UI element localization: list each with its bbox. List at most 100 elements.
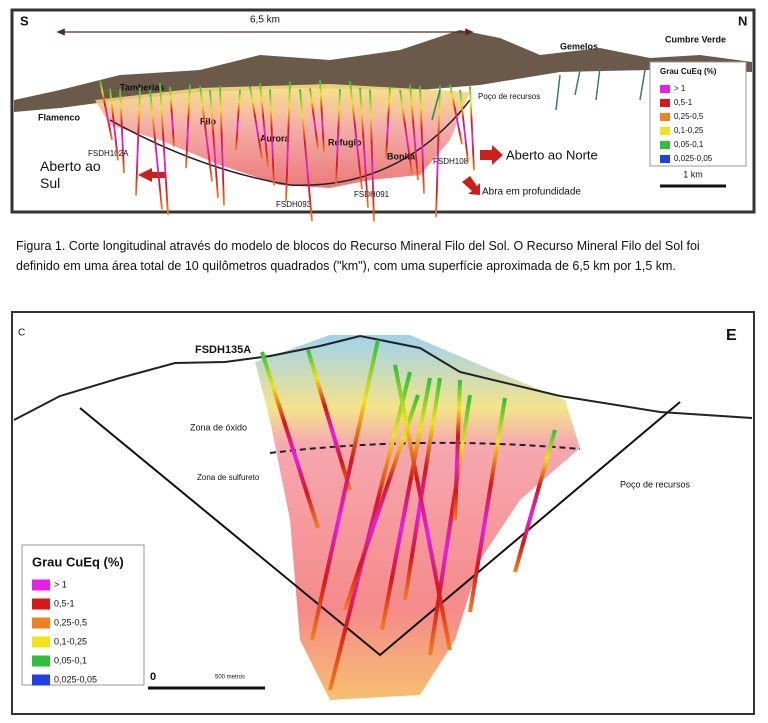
drill-hole bbox=[399, 89, 413, 175]
drill-hole bbox=[269, 89, 275, 186]
drill-hole bbox=[574, 69, 581, 96]
drill-hole bbox=[299, 89, 313, 222]
label: Bonita bbox=[387, 151, 416, 161]
label: 500 metros bbox=[215, 675, 245, 681]
pit-outline bbox=[79, 401, 681, 657]
legend-label: 0,05-0,1 bbox=[54, 655, 87, 665]
drill-hole bbox=[639, 69, 646, 101]
arrow-north bbox=[480, 145, 503, 165]
legend-swatch bbox=[660, 113, 670, 121]
label: 6,5 km bbox=[250, 15, 280, 26]
label: FSDH102A bbox=[88, 149, 129, 158]
drill-hole bbox=[219, 85, 225, 206]
label: Poço de recursos bbox=[478, 92, 540, 101]
figure-1: S N 6,5 km Gemelos Cumbre Verde Tamberia… bbox=[10, 8, 756, 222]
drill-hole bbox=[369, 89, 375, 222]
drill-hole bbox=[409, 83, 419, 181]
drill-hole bbox=[359, 87, 369, 208]
figure-2: C E FSDH135A Zona de óxido Zona de sulfu… bbox=[11, 311, 755, 715]
legend-title: Grau CuEq (%) bbox=[660, 67, 717, 76]
legend-label: 0,1-0,25 bbox=[674, 126, 704, 135]
drill-hole bbox=[159, 82, 169, 215]
legend-swatch bbox=[32, 674, 50, 686]
legend-label: 0,25-0,5 bbox=[54, 617, 87, 627]
legend-swatch bbox=[660, 141, 670, 149]
legend-swatch bbox=[660, 85, 670, 93]
label: Gemelos bbox=[560, 41, 598, 51]
arrow-south bbox=[138, 168, 165, 182]
legend-label: 0,1-0,25 bbox=[54, 636, 87, 646]
label: FSDH091 bbox=[354, 190, 390, 199]
pit-outline bbox=[109, 99, 471, 186]
legend-label: 0,5-1 bbox=[54, 598, 75, 608]
label: Aberto ao Norte bbox=[506, 147, 598, 162]
drill-hole bbox=[393, 364, 452, 651]
drill-hole bbox=[109, 88, 119, 161]
drill-hole bbox=[459, 89, 469, 163]
drill-hole bbox=[169, 86, 175, 147]
drill-hole bbox=[428, 394, 472, 656]
drill-hole bbox=[453, 379, 462, 521]
drill-hole bbox=[119, 89, 125, 174]
drill-hole bbox=[449, 84, 463, 145]
drill-hole bbox=[468, 397, 507, 613]
legend-label: > 1 bbox=[674, 84, 686, 93]
drill-hole bbox=[513, 429, 557, 573]
legend-label: 0,025-0,05 bbox=[54, 674, 97, 684]
legend-title: Grau CuEq (%) bbox=[32, 554, 124, 569]
drill-hole bbox=[380, 377, 432, 631]
label: Abra em profundidade bbox=[482, 187, 581, 198]
legend-swatch bbox=[660, 127, 670, 135]
label: Aberto ao Sul bbox=[40, 158, 101, 191]
legend-label: 0,25-0,5 bbox=[674, 112, 704, 121]
legend-swatch bbox=[32, 579, 50, 591]
legend-label: 0,5-1 bbox=[674, 98, 693, 107]
label: N bbox=[738, 13, 747, 28]
drill-hole bbox=[469, 86, 475, 171]
drill-hole bbox=[403, 377, 442, 601]
legend-swatch bbox=[660, 99, 670, 107]
label: Flamenco bbox=[38, 112, 81, 122]
legend-swatch bbox=[660, 155, 670, 163]
drill-hole bbox=[310, 339, 380, 641]
label: C bbox=[18, 328, 25, 339]
legend-swatch bbox=[32, 617, 50, 629]
legend-label: > 1 bbox=[54, 579, 67, 589]
drill-hole bbox=[431, 89, 441, 121]
label: Aurora bbox=[260, 133, 290, 143]
drill-hole bbox=[199, 85, 213, 182]
drill-hole bbox=[435, 85, 441, 218]
drill-hole bbox=[349, 81, 363, 190]
drill-hole bbox=[209, 89, 219, 199]
label: Filo bbox=[200, 116, 216, 126]
label: 1 km bbox=[683, 169, 703, 179]
drill-hole bbox=[149, 89, 163, 210]
drill-hole bbox=[419, 85, 425, 194]
arrow-depth bbox=[462, 176, 480, 195]
drill-hole bbox=[260, 351, 320, 529]
drill-hole bbox=[135, 87, 141, 196]
label: 0 bbox=[150, 671, 156, 683]
drill-hole bbox=[309, 88, 319, 149]
legend-swatch bbox=[32, 598, 50, 610]
drill-hole bbox=[555, 74, 561, 111]
label: Zona de sulfureto bbox=[197, 473, 260, 482]
label: S bbox=[20, 13, 29, 28]
label: Cumbre Verde bbox=[665, 34, 726, 44]
drill-hole bbox=[235, 89, 241, 150]
legend-label: 0,05-0,1 bbox=[674, 140, 704, 149]
label: Poço de recursos bbox=[620, 479, 691, 489]
drill-hole bbox=[99, 79, 113, 141]
label: FSDH135A bbox=[195, 344, 251, 356]
drill-hole bbox=[185, 84, 191, 169]
label: E bbox=[726, 327, 737, 344]
label: Zona de óxido bbox=[190, 422, 247, 432]
legend-label: 0,025-0,05 bbox=[674, 154, 713, 163]
drill-hole bbox=[335, 89, 341, 186]
legend-swatch bbox=[32, 655, 50, 667]
legend-swatch bbox=[32, 636, 50, 648]
drill-hole bbox=[319, 80, 325, 153]
drill-hole bbox=[285, 81, 291, 202]
